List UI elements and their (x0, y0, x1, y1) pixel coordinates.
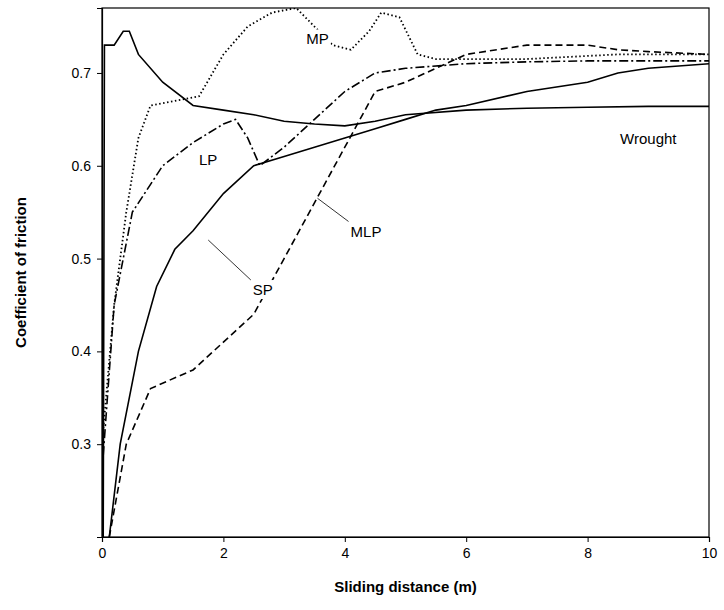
tick: 0.4 (72, 343, 102, 359)
series-label-group: MLP (317, 198, 383, 240)
tick-label: 0.6 (72, 158, 92, 174)
tick: 0.5 (72, 251, 102, 267)
series-line (109, 45, 709, 537)
label-patch (304, 29, 331, 48)
tick-label: 2 (220, 545, 228, 561)
tick-label: 0.5 (72, 251, 92, 267)
tick: 0.3 (72, 436, 102, 452)
series-labels: Wrought SP MP LP MLP (197, 29, 679, 299)
axis-line (103, 538, 710, 543)
leader-line (317, 198, 348, 221)
tick-mark (709, 537, 710, 542)
tick-label: 4 (341, 545, 349, 561)
tick: 0 (99, 537, 107, 561)
tick-label: 0.4 (72, 343, 92, 359)
tick: 0.6 (72, 158, 102, 174)
tick-mark (97, 166, 102, 167)
series-label: MP (306, 30, 329, 47)
plot-frame (102, 8, 709, 537)
tick-label: 0.7 (72, 65, 92, 81)
tick: 0.7 (72, 65, 102, 81)
lines (102, 8, 709, 537)
tick: 4 (341, 537, 349, 561)
tick-mark (97, 73, 102, 74)
series-label: LP (199, 151, 217, 168)
label-patch (197, 150, 219, 169)
series-line (103, 31, 709, 537)
series-label-group: LP (197, 150, 219, 169)
series-line (102, 8, 709, 444)
tick-mark (97, 351, 102, 352)
y-axis-title: Coefficient of friction (12, 197, 29, 348)
tick: 6 (463, 537, 471, 561)
axis-line (97, 9, 103, 538)
label-patch (349, 222, 384, 241)
tick-label: 8 (584, 545, 592, 561)
series-label: SP (253, 281, 273, 298)
series-label-group: Wrought (618, 129, 679, 148)
x-axis-title: Sliding distance (m) (334, 578, 477, 595)
tick: 8 (584, 537, 592, 561)
tick-label: 0.3 (72, 436, 92, 452)
tick-mark (588, 537, 589, 542)
plot: 0 2 4 6 8 10 0.3 0.4 0.5 0.6 0.7 (72, 8, 718, 561)
tick-mark (97, 259, 102, 260)
leader-line (208, 240, 251, 280)
tick-label: 6 (463, 545, 471, 561)
chart: 0 2 4 6 8 10 0.3 0.4 0.5 0.6 0.7 Sliding distance (… (0, 0, 724, 610)
tick-label: 10 (702, 545, 718, 561)
series-line (109, 64, 709, 537)
label-patch (618, 129, 679, 148)
tick-mark (466, 537, 467, 542)
tick: 2 (220, 537, 228, 561)
series-label: Wrought (620, 130, 677, 147)
tick-mark (97, 444, 102, 445)
series-label-group: SP (208, 240, 275, 299)
tick: 10 (702, 537, 718, 561)
y-axis: 0.3 0.4 0.5 0.6 0.7 (72, 9, 103, 538)
series-label-group: MP (304, 29, 331, 48)
series-line (102, 61, 709, 472)
series-label: MLP (351, 223, 382, 240)
tick-mark (223, 537, 224, 542)
tick-mark (345, 537, 346, 542)
tick-label: 0 (99, 545, 107, 561)
label-patch (251, 280, 275, 299)
x-axis: 0 2 4 6 8 10 (99, 537, 718, 561)
